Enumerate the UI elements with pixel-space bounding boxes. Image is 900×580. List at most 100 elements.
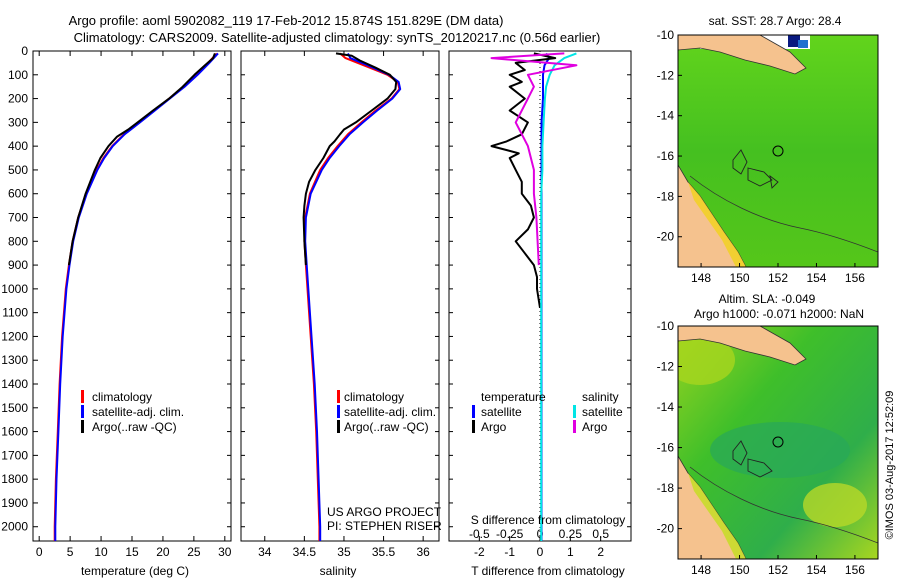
x-tick-label: 2 <box>597 545 604 559</box>
lat-tick-label: -16 <box>657 441 675 455</box>
x-tick-label: 0 <box>537 545 544 559</box>
depth-tick-label: 1200 <box>1 329 28 343</box>
legend-label-t-argo: Argo <box>481 420 507 434</box>
difference-xlabel-s: S difference from climatology <box>471 513 626 527</box>
legend-label-s-satellite: satellite <box>582 405 623 419</box>
series-line-satellite-adj-clim <box>304 52 402 541</box>
legend-swatch-t-satellite <box>472 405 475 418</box>
legend-salinity-heading: salinity <box>582 390 619 404</box>
sla-map-caption-1: Altim. SLA: -0.049 <box>719 292 816 306</box>
legend-label-argo: Argo(..raw -QC) <box>344 420 429 434</box>
depth-axis: 0 100 200 300 400 500 600 700 800 900 1000 1100 1200… <box>1 44 631 534</box>
legend-label-t-satellite: satellite <box>481 405 522 419</box>
legend-temperature-heading: temperature <box>481 390 546 404</box>
lon-tick-label: 148 <box>691 563 711 577</box>
depth-tick-label: 600 <box>8 187 28 201</box>
difference-plot: -2 -1 0 1 2 -0.5 -0.25 0 0.25 0.5 <box>469 51 609 559</box>
legend-label-argo: Argo(..raw -QC) <box>92 420 177 434</box>
depth-tick-label: 1500 <box>1 401 28 415</box>
reef-outline-3 <box>769 174 779 189</box>
legend-swatch-climatology <box>81 390 84 403</box>
temperature-plot: 0 5 10 15 20 25 30 <box>36 51 232 559</box>
depth-tick-label: 1400 <box>1 377 28 391</box>
reef-outline-1 <box>732 149 748 175</box>
title-line-1: Argo profile: aoml 5902082_119 17-Feb-20… <box>69 13 504 28</box>
temperature-panel <box>32 50 232 542</box>
sst-map: 148 150 152 154 156 -10 -12 -14 -16 -18 -20 <box>657 28 879 285</box>
reef-outline-1 <box>732 440 748 466</box>
lat-tick-label: -14 <box>657 400 675 414</box>
x-tick-label: 1 <box>567 545 574 559</box>
x-tick-label: 5 <box>67 545 74 559</box>
x-tick-label: -2 <box>474 545 485 559</box>
argo-position-marker <box>772 436 784 448</box>
sla-high-eddy <box>803 483 867 527</box>
lat-tick-label: -10 <box>657 28 675 42</box>
lat-tick-label: -16 <box>657 149 675 163</box>
lat-tick-label: -12 <box>657 360 675 374</box>
legend-swatch-climatology <box>337 390 340 403</box>
legend-swatch-argo <box>81 420 84 433</box>
depth-tick-label: 1900 <box>1 496 28 510</box>
lat-tick-label: -14 <box>657 109 675 123</box>
x-tick-label: -1 <box>504 545 515 559</box>
x-tick-label: 35 <box>337 545 351 559</box>
series-line-temperature-argo <box>490 52 557 309</box>
lon-tick-label: 156 <box>845 563 865 577</box>
x2-tick-label: 0.5 <box>592 527 609 541</box>
legend-swatch-satellite <box>81 405 84 418</box>
legend-label-climatology: climatology <box>92 390 152 404</box>
x-tick-label: 10 <box>94 545 108 559</box>
coastal-sla-band <box>688 473 746 559</box>
x-tick-label: 15 <box>125 545 139 559</box>
png-land-outline <box>678 35 807 75</box>
sla-low-eddy <box>710 422 850 478</box>
lon-tick-label: 152 <box>768 563 788 577</box>
legend-label-climatology: climatology <box>344 390 404 404</box>
depth-tick-label: 1800 <box>1 472 28 486</box>
legend-swatch-s-argo <box>573 420 576 433</box>
x2-tick-label: -0.25 <box>496 527 524 541</box>
series-line-argo-raw-qc <box>302 52 398 266</box>
lat-tick-label: -10 <box>657 319 675 333</box>
difference-xlabel-t: T difference from climatology <box>471 564 625 578</box>
lon-tick-label: 154 <box>806 271 826 285</box>
sst-map-caption: sat. SST: 28.7 Argo: 28.4 <box>709 14 842 28</box>
sst-warm-patch-2 <box>798 40 808 48</box>
lat-tick-label: -18 <box>657 481 675 495</box>
salinity-plot: 34 34.5 35 35.5 36 <box>258 51 430 559</box>
legend-label-satellite: satellite-adj. clim. <box>344 405 436 419</box>
shelf-contour <box>689 175 878 253</box>
x-tick-label: 30 <box>218 545 232 559</box>
x-tick-label: 34 <box>258 545 272 559</box>
shelf-contour <box>689 466 878 544</box>
lon-tick-label: 150 <box>730 271 750 285</box>
sla-map-caption-2: Argo h1000: -0.071 h2000: NaN <box>694 307 864 321</box>
sla-high-eddy-2 <box>678 335 735 385</box>
x2-tick-label: -0.5 <box>469 527 490 541</box>
lon-tick-label: 150 <box>730 563 750 577</box>
x-tick-label: 34.5 <box>293 545 317 559</box>
depth-tick-label: 0 <box>21 44 28 58</box>
x-tick-label: 25 <box>187 545 201 559</box>
legend-swatch-t-argo <box>472 420 475 433</box>
sst-map-axes: 148 150 152 154 156 -10 -12 -14 -16 -18 -20 <box>657 28 866 285</box>
x2-tick-label: 0.25 <box>559 527 583 541</box>
lat-tick-label: -18 <box>657 189 675 203</box>
salinity-panel <box>240 50 440 542</box>
reef-outline-2 <box>747 458 773 478</box>
legend-label-satellite: satellite-adj. clim. <box>92 405 184 419</box>
legend-swatch-satellite <box>337 405 340 418</box>
depth-tick-label: 1600 <box>1 425 28 439</box>
lon-tick-label: 154 <box>806 563 826 577</box>
depth-tick-label: 200 <box>8 92 28 106</box>
lon-tick-label: 156 <box>845 271 865 285</box>
lat-tick-label: -12 <box>657 68 675 82</box>
legend-swatch-argo <box>337 420 340 433</box>
sla-map: 148 150 152 154 156 -10 -12 -14 -16 -18 -20 <box>657 319 879 577</box>
pi-credit: PI: STEPHEN RISER <box>327 519 442 533</box>
salinity-legend: climatology satellite-adj. clim. Argo(..… <box>337 390 436 434</box>
depth-tick-label: 400 <box>8 139 28 153</box>
png-land-outline <box>678 326 807 366</box>
